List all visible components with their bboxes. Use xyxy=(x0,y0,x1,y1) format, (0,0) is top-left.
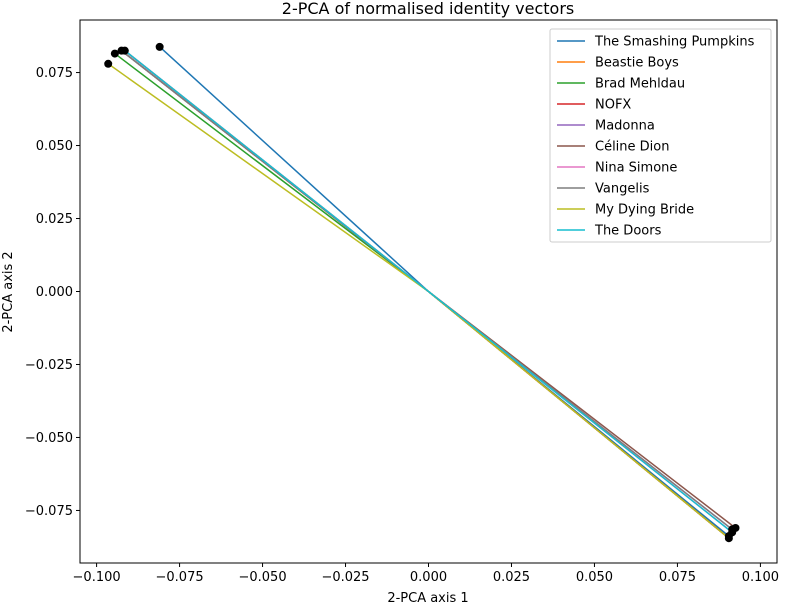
series-lines xyxy=(107,46,736,539)
data-point-9 xyxy=(728,528,737,537)
legend-label-4: Madonna xyxy=(595,119,655,134)
data-point-2 xyxy=(110,49,119,58)
x-tick-label-2: −0.050 xyxy=(238,570,286,585)
legend-label-7: Vangelis xyxy=(595,182,650,197)
legend: The Smashing Pumpkins Beastie Boys Brad Me… xyxy=(549,28,772,243)
legend-label-2: Brad Mehldau xyxy=(595,77,685,92)
x-tick-label-3: −0.025 xyxy=(321,570,369,585)
x-tick-label-7: 0.075 xyxy=(659,570,696,585)
data-point-4 xyxy=(104,59,113,68)
x-tick-label-1: −0.075 xyxy=(156,570,204,585)
legend-label-0: The Smashing Pumpkins xyxy=(594,35,755,50)
series-line-9 xyxy=(124,50,733,533)
x-tick-label-4: 0.000 xyxy=(410,570,447,585)
x-tick-label-5: 0.025 xyxy=(493,570,530,585)
y-tick-label-4: 0.025 xyxy=(36,212,73,227)
y-tick-label-6: 0.075 xyxy=(36,66,73,81)
chart-title: 2-PCA of normalised identity vectors xyxy=(282,0,574,18)
legend-frame xyxy=(549,28,772,243)
legend-label-8: My Dying Bride xyxy=(595,203,694,218)
y-tick-label-0: −0.075 xyxy=(25,504,73,519)
legend-label-6: Nina Simone xyxy=(595,161,677,176)
x-axis-ticks: −0.100 −0.075 −0.050 −0.025 0.000 0.025 0.050 0… xyxy=(73,563,779,585)
x-tick-label-6: 0.050 xyxy=(576,570,613,585)
y-axis-label: 2-PCA axis 2 xyxy=(1,251,16,332)
x-tick-label-8: 0.100 xyxy=(742,570,779,585)
y-tick-label-1: −0.050 xyxy=(25,431,73,446)
y-tick-label-5: 0.050 xyxy=(36,139,73,154)
data-point-3 xyxy=(120,46,129,55)
data-point-0 xyxy=(155,42,164,51)
data-points xyxy=(104,42,740,543)
y-tick-label-2: −0.025 xyxy=(25,358,73,373)
legend-label-5: Céline Dion xyxy=(595,140,669,155)
data-point-6 xyxy=(724,534,733,543)
x-axis-label: 2-PCA axis 1 xyxy=(387,591,468,604)
legend-label-3: NOFX xyxy=(595,98,631,113)
y-tick-label-3: 0.000 xyxy=(36,285,73,300)
legend-label-1: Beastie Boys xyxy=(595,56,679,71)
y-axis-ticks: −0.075 −0.050 −0.025 0.000 0.025 0.050 0.075 xyxy=(25,66,80,519)
x-tick-label-0: −0.100 xyxy=(73,570,121,585)
legend-label-9: The Doors xyxy=(594,224,662,239)
